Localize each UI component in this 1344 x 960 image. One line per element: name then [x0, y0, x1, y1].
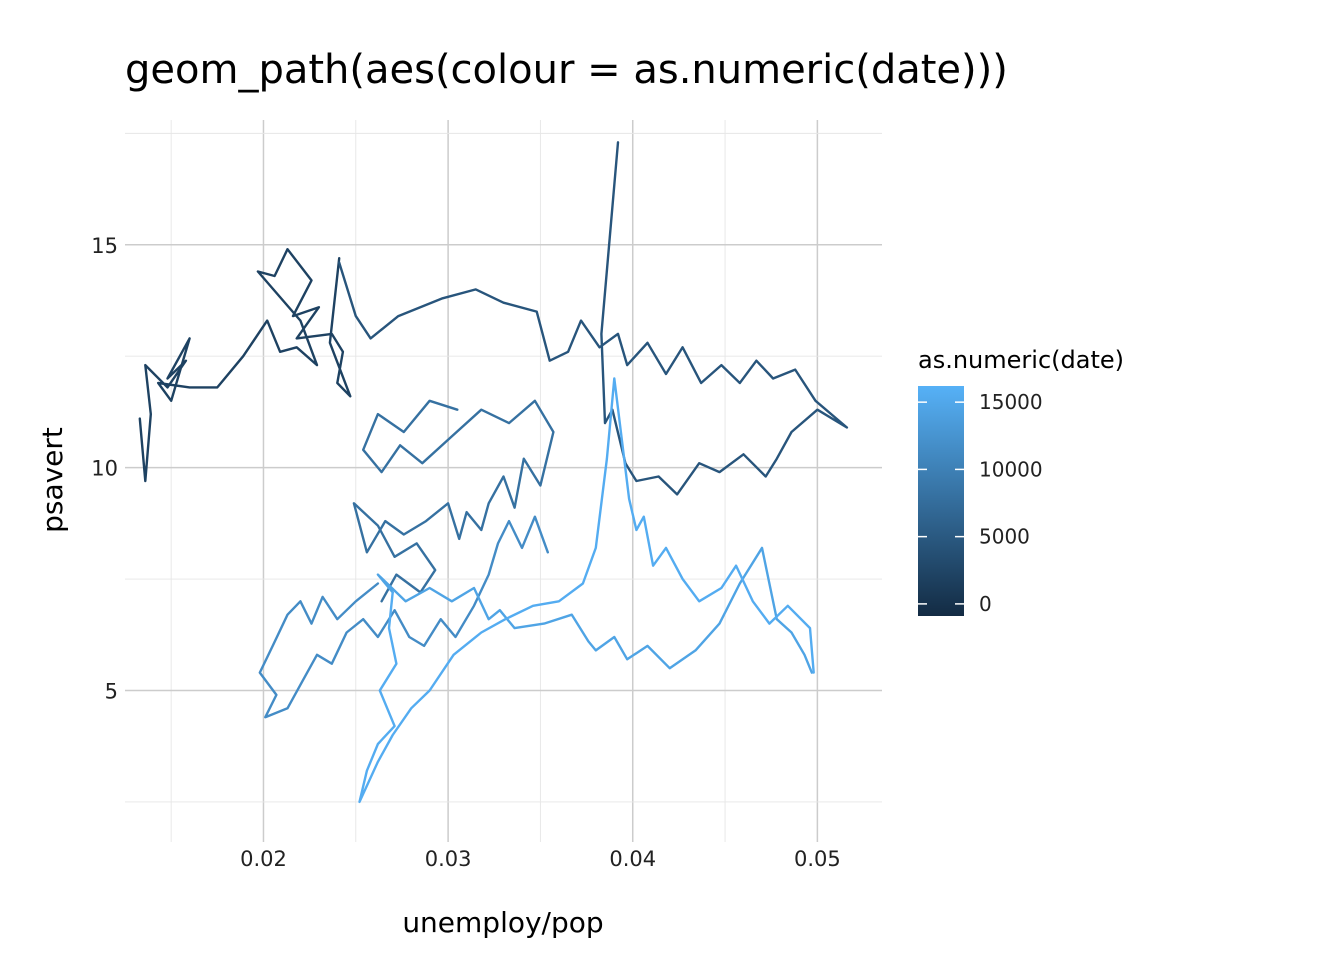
legend-tick-label: 10000 [979, 457, 1043, 481]
data-path-segment-5 [376, 546, 813, 674]
legend-ticks: 0 5000 10000 15000 [918, 390, 1043, 616]
legend-tick-label: 0 [979, 592, 992, 616]
x-axis-title: unemploy/pop [402, 906, 603, 939]
x-axis-ticks: 0.02 0.03 0.04 0.05 [240, 847, 841, 871]
x-tick-label: 0.02 [240, 847, 287, 871]
y-tick-label: 5 [105, 679, 118, 703]
data-path-segment-1 [138, 248, 352, 483]
y-tick-label: 10 [91, 457, 118, 481]
colour-legend: as.numeric(date) 0 5000 10000 15000 [918, 346, 1124, 616]
data-paths [138, 141, 849, 804]
legend-colorbar [918, 386, 964, 616]
chart-title: geom_path(aes(colour = as.numeric(date))… [125, 47, 1008, 93]
y-tick-label: 15 [91, 234, 118, 258]
legend-tick-label: 15000 [979, 390, 1043, 414]
data-path-segment-2 [338, 141, 849, 496]
data-path-segment-6 [358, 377, 815, 804]
data-path-segment-4 [258, 515, 549, 719]
legend-title: as.numeric(date) [918, 346, 1124, 374]
x-tick-label: 0.03 [425, 847, 472, 871]
x-tick-label: 0.04 [609, 847, 656, 871]
legend-tick-label: 5000 [979, 525, 1030, 549]
plot-grid [125, 120, 882, 842]
x-tick-label: 0.05 [794, 847, 841, 871]
y-axis-title: psavert [36, 427, 69, 533]
data-path-segment-3 [352, 399, 555, 603]
y-axis-ticks: 5 10 15 [91, 234, 118, 704]
